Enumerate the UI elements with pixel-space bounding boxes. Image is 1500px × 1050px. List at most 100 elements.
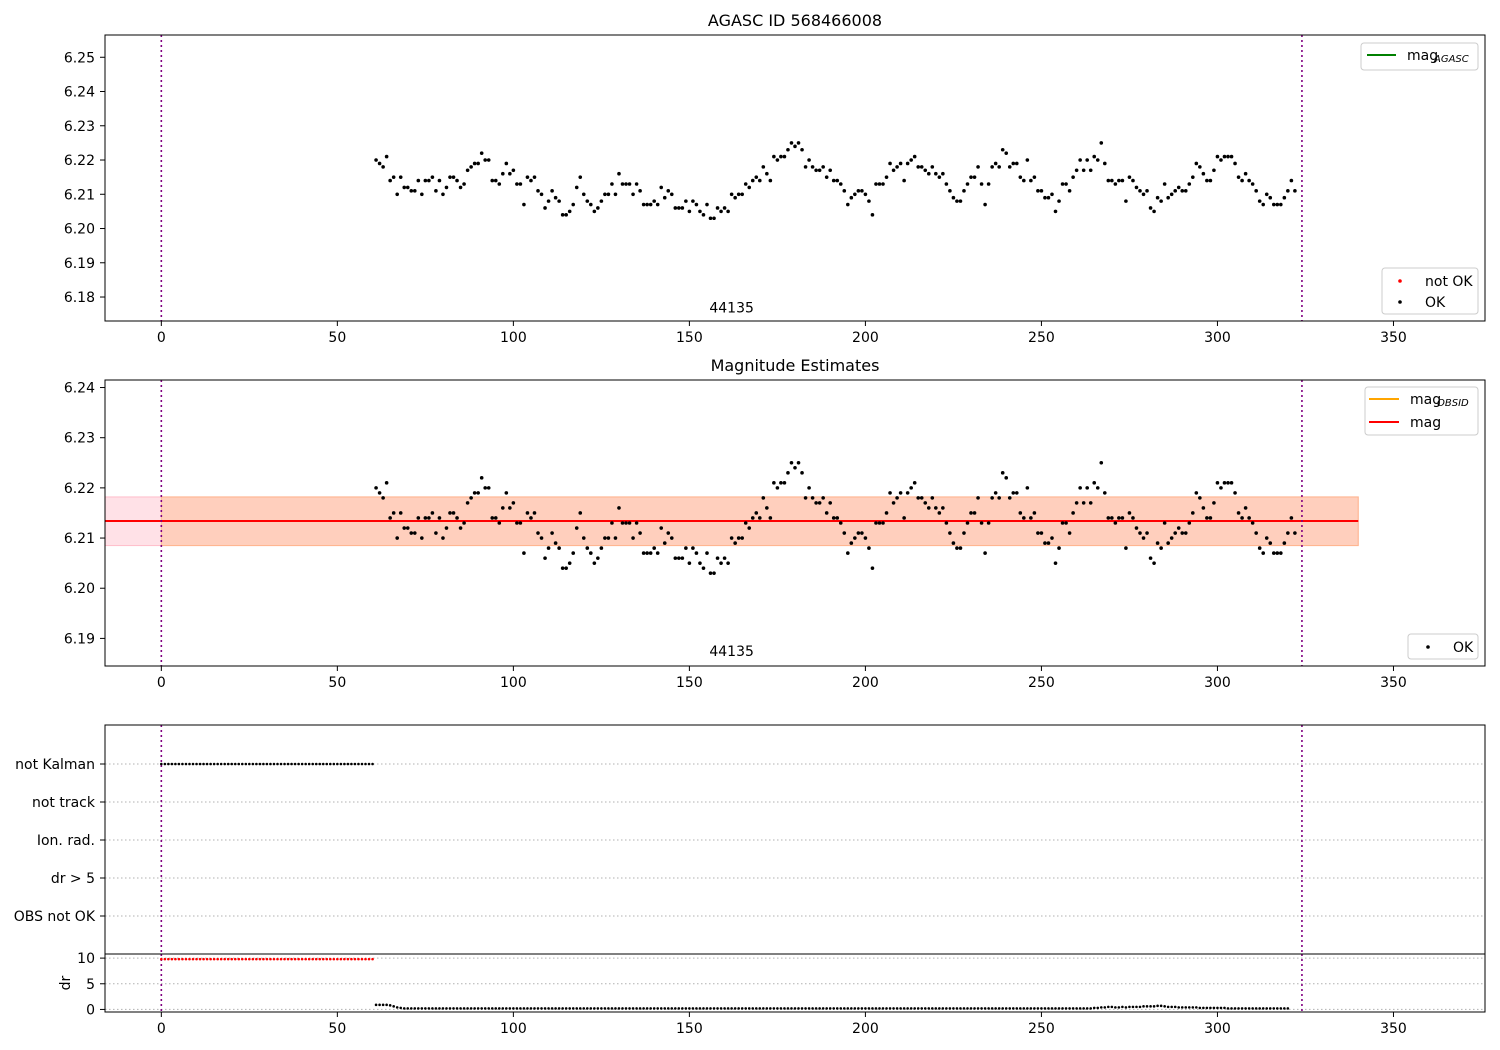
agasc-ok-point (1032, 175, 1037, 179)
dr-ok-point (1279, 1007, 1283, 1010)
agasc-ok-point (564, 213, 568, 217)
estimates-ok-point (1141, 536, 1146, 540)
agasc-ok-point (469, 165, 473, 169)
estimates-ok-point (729, 536, 734, 540)
flags-not-kalman-point (293, 762, 297, 766)
dr-ok-point (624, 1007, 628, 1010)
flags-not-kalman-point (177, 762, 181, 766)
estimates-ok-point (420, 536, 424, 540)
estimates-xtick-label: 150 (676, 675, 703, 691)
estimates-ok-point (750, 516, 755, 520)
agasc-ok-point (543, 206, 547, 210)
dr-ok-point (684, 1007, 688, 1010)
agasc-ok-point (1205, 178, 1209, 183)
agasc-ok-point (1268, 195, 1273, 200)
estimates-ok-point (585, 546, 590, 550)
dr-not-ok-point (269, 957, 272, 961)
estimates-ok-point (1215, 481, 1220, 485)
estimates-ok-point (835, 516, 840, 520)
estimates-ok-point (564, 566, 568, 570)
agasc-ok-point (511, 168, 516, 173)
agasc-ok-point (486, 158, 491, 162)
dr-ok-point (1166, 1005, 1170, 1009)
agasc-ok-point (926, 171, 931, 176)
agasc-ok-point (1233, 161, 1237, 166)
dr-ok-point (1085, 1007, 1089, 1010)
estimates-ok-point (782, 481, 787, 485)
agasc-ok-point (860, 189, 864, 193)
dr-not-ok-point (174, 957, 177, 961)
estimates-ok-point (437, 516, 442, 520)
agasc-magnitude-axes: AGASC ID 568466008 44135 0 50 100 150 200 250 30… (64, 11, 1486, 346)
dr-ok-point (1275, 1007, 1279, 1010)
estimates-ok-point (1011, 491, 1016, 495)
agasc-ok-point (765, 171, 769, 176)
agasc-ok-point (1145, 189, 1149, 193)
estimates-ok-point (1152, 561, 1156, 565)
estimates-ok-point (652, 546, 656, 550)
agasc-ok-point (1117, 178, 1121, 183)
flags-category-label: dr > 5 (51, 871, 95, 887)
agasc-legend-point-label: not OK (1425, 274, 1473, 290)
dr-ok-point (515, 1007, 519, 1010)
agasc-ytick-label: 6.23 (64, 119, 95, 135)
dr-ok-point (561, 1007, 564, 1010)
dr-ok-point (374, 1003, 378, 1007)
agasc-ok-point (1060, 182, 1065, 186)
estimates-ok-point (1194, 491, 1199, 495)
estimates-ok-point (754, 511, 759, 515)
dr-ok-point (909, 1007, 913, 1010)
dr-ok-point (934, 1007, 938, 1010)
estimates-ok-point (374, 486, 378, 490)
agasc-ytick-label: 6.18 (64, 290, 95, 306)
dr-ok-point (874, 1007, 878, 1010)
dr-not-ok-point (262, 957, 265, 961)
agasc-ok-point (972, 175, 977, 179)
agasc-ok-point (817, 168, 822, 173)
dr-ok-point (607, 1007, 610, 1010)
agasc-ok-point (501, 171, 505, 176)
estimates-ok-point (638, 531, 642, 535)
agasc-ok-point (842, 189, 847, 193)
dr-ok-point (593, 1007, 596, 1010)
dr-ok-point (1184, 1006, 1188, 1009)
agasc-ok-point (631, 192, 635, 197)
dr-not-ok-point (184, 957, 188, 961)
estimates-ok-point (1257, 546, 1262, 550)
dr-ok-point (786, 1007, 790, 1010)
estimates-ok-point (881, 521, 885, 525)
agasc-ok-point (948, 189, 952, 193)
estimates-ok-point (511, 501, 516, 505)
estimates-ok-point (736, 536, 741, 540)
dr-ok-point (666, 1007, 670, 1010)
dr-ok-point (783, 1007, 786, 1010)
agasc-chart-title: AGASC ID 568466008 (708, 11, 882, 30)
dr-ok-point (871, 1007, 874, 1010)
estimates-ok-point (655, 551, 660, 555)
estimates-ok-point (384, 481, 389, 485)
flags-not-kalman-point (219, 762, 223, 766)
agasc-ok-point (750, 178, 755, 183)
estimates-ok-point (979, 521, 984, 525)
agasc-ok-point (666, 189, 671, 193)
agasc-legend-point-label: OK (1425, 295, 1446, 311)
estimates-ok-point (719, 561, 723, 565)
dr-ok-point (754, 1007, 758, 1010)
estimates-ok-point (1293, 531, 1297, 535)
agasc-ok-point (479, 151, 484, 155)
dr-ok-point (800, 1007, 804, 1010)
dr-ok-point (1082, 1007, 1085, 1010)
dr-ok-point (1254, 1007, 1258, 1010)
estimates-ok-point (669, 536, 674, 540)
flags-not-kalman-point (367, 762, 371, 766)
flags-not-kalman-point (181, 762, 184, 766)
dr-ok-point (853, 1007, 857, 1010)
dr-ok-point (1057, 1007, 1061, 1010)
agasc-ok-point (694, 202, 699, 207)
estimates-ok-point (525, 511, 530, 515)
dr-not-ok-point (329, 957, 332, 961)
dr-ok-point (740, 1007, 744, 1010)
agasc-xtick-label: 250 (1028, 330, 1055, 346)
estimates-ok-point (479, 476, 484, 480)
agasc-ok-point (944, 182, 949, 186)
